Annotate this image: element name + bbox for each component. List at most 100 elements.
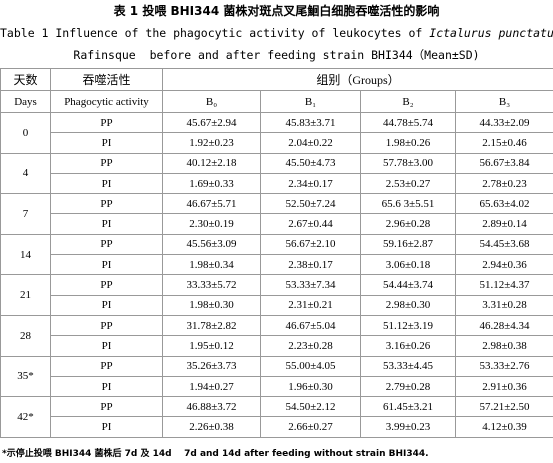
- footnote: *示停止投喂 BHI344 菌株后 7d 及 14d 7d and 14d af…: [2, 449, 429, 459]
- table-row: PI 1.98±0.34 2.38±0.17 3.06±0.18 2.94±0.36: [1, 254, 553, 276]
- table-row: 42* PP 46.88±3.72 54.50±2.12 61.45±3.21 57.21…: [0, 396, 553, 438]
- title-text: Table 1 Influence of the phagocytic acti…: [0, 26, 430, 40]
- header-cell: 吞噬活性: [50, 68, 163, 91]
- value-cell: 1.98±0.30: [162, 294, 261, 316]
- value-cell: 1.92±0.23: [162, 132, 261, 154]
- table-row: PI 1.95±0.12 2.23±0.28 3.16±0.26 2.98±0.38: [1, 335, 553, 357]
- activity-cell: PI: [50, 335, 163, 357]
- value-cell: 55.00±4.05: [260, 355, 361, 377]
- value-cell: 65.63±4.02: [454, 193, 553, 215]
- value-cell: 53.33±2.76: [454, 355, 553, 377]
- value-cell: 65.6 3±5.51: [360, 193, 456, 215]
- value-cell: 1.95±0.12: [162, 335, 261, 357]
- value-cell: 3.99±0.23: [360, 416, 456, 438]
- value-cell: 2.53±0.27: [360, 172, 456, 195]
- table-row: 28 PP 31.78±2.82 46.67±5.04 51.12±3.19 46.28±…: [0, 314, 553, 357]
- value-cell: 54.45±3.68: [454, 233, 553, 256]
- header-cell: B₀: [162, 90, 261, 113]
- value-cell: 51.12±3.19: [360, 314, 456, 337]
- value-cell: 2.66±0.27: [260, 416, 361, 438]
- value-cell: 45.56±3.09: [162, 233, 261, 256]
- value-cell: 2.30±0.19: [162, 213, 261, 235]
- activity-cell: PP: [50, 152, 163, 174]
- activity-cell: PI: [50, 416, 163, 438]
- value-cell: 2.31±0.21: [260, 294, 361, 316]
- activity-cell: PP: [50, 111, 163, 134]
- day-cell: 21: [0, 274, 51, 316]
- value-cell: 53.33±4.45: [360, 355, 456, 377]
- value-cell: 4.12±0.39: [454, 416, 553, 438]
- day-cell: 7: [0, 193, 51, 235]
- activity-cell: PI: [50, 375, 163, 398]
- value-cell: 31.78±2.82: [162, 314, 261, 337]
- day-cell: 42*: [0, 396, 51, 438]
- value-cell: 1.69±0.33: [162, 172, 261, 195]
- value-cell: 57.21±2.50: [454, 396, 553, 418]
- title-species: Ictalurus punctatus: [429, 26, 553, 40]
- value-cell: 56.67±3.84: [454, 152, 553, 174]
- table-row: PI 2.30±0.19 2.67±0.44 2.96±0.28 2.89±0.14: [1, 213, 553, 235]
- activity-cell: PP: [50, 396, 163, 418]
- value-cell: 1.94±0.27: [162, 375, 261, 398]
- header-cell: 组别（Groups）: [161, 68, 553, 91]
- value-cell: 1.98±0.34: [162, 254, 261, 276]
- value-cell: 2.23±0.28: [260, 335, 361, 357]
- header-cell: Phagocytic activity: [50, 90, 163, 113]
- value-cell: 53.33±7.34: [260, 274, 361, 296]
- value-cell: 3.31±0.28: [454, 294, 553, 316]
- value-cell: 45.83±3.71: [260, 111, 361, 134]
- table-row: PI 1.92±0.23 2.04±0.22 1.98±0.26 2.15±0.46: [1, 132, 553, 154]
- activity-cell: PI: [50, 254, 163, 276]
- activity-cell: PP: [50, 233, 163, 256]
- value-cell: 3.16±0.26: [360, 335, 456, 357]
- data-table: 天数 吞噬活性 组别（Groups） Days Phagocytic activ…: [0, 68, 553, 438]
- value-cell: 51.12±4.37: [454, 274, 553, 296]
- value-cell: 2.34±0.17: [260, 172, 361, 195]
- header-cell: Days: [0, 90, 51, 113]
- value-cell: 46.67±5.04: [260, 314, 361, 337]
- table-row: PI 1.94±0.27 1.96±0.30 2.79±0.28 2.91±0.36: [1, 375, 553, 398]
- value-cell: 56.67±2.10: [260, 233, 361, 256]
- value-cell: 2.15±0.46: [454, 132, 553, 154]
- value-cell: 33.33±5.72: [162, 274, 261, 296]
- title-line: Table 1 Influence of the phagocytic acti…: [0, 22, 553, 44]
- value-cell: 54.44±3.74: [360, 274, 456, 296]
- table-row: 4 PP 40.12±2.18 45.50±4.73 57.78±3.00 56.67±3…: [0, 152, 553, 195]
- value-cell: 2.38±0.17: [260, 254, 361, 276]
- header-cell: B₂: [360, 90, 456, 113]
- header-row: Days Phagocytic activity B₀ B₁ B₂ B₃: [0, 90, 553, 113]
- day-cell: 0: [0, 112, 51, 154]
- day-cell: 14: [0, 233, 51, 276]
- header-cell: 天数: [0, 68, 51, 91]
- table-row: 21 PP 33.33±5.72 53.33±7.34 54.44±3.74 51.12±…: [0, 274, 553, 316]
- value-cell: 1.98±0.26: [360, 132, 456, 154]
- value-cell: 1.96±0.30: [260, 375, 361, 398]
- activity-cell: PP: [50, 314, 163, 337]
- table-row: 7 PP 46.67±5.71 52.50±7.24 65.6 3±5.51 65.63±…: [0, 193, 553, 235]
- activity-cell: PP: [50, 274, 163, 296]
- value-cell: 46.88±3.72: [162, 396, 261, 418]
- value-cell: 46.67±5.71: [162, 193, 261, 215]
- value-cell: 61.45±3.21: [360, 396, 456, 418]
- activity-cell: PP: [50, 193, 163, 215]
- value-cell: 2.26±0.38: [162, 416, 261, 438]
- activity-cell: PI: [50, 213, 163, 235]
- value-cell: 44.33±2.09: [454, 111, 553, 134]
- value-cell: 46.28±4.34: [454, 314, 553, 337]
- activity-cell: PP: [50, 355, 163, 377]
- value-cell: 59.16±2.87: [360, 233, 456, 256]
- header-cell: B₃: [454, 90, 553, 113]
- value-cell: 44.78±5.74: [360, 111, 456, 134]
- value-cell: 35.26±3.73: [162, 355, 261, 377]
- value-cell: 2.78±0.23: [454, 172, 553, 195]
- table-row: 14 PP 45.56±3.09 56.67±2.10 59.16±2.87 54.45±…: [0, 233, 553, 276]
- table-row: PI 1.69±0.33 2.34±0.17 2.53±0.27 2.78±0.23: [1, 172, 553, 195]
- value-cell: 2.67±0.44: [260, 213, 361, 235]
- value-cell: 2.04±0.22: [260, 132, 361, 154]
- value-cell: 2.98±0.30: [360, 294, 456, 316]
- value-cell: 52.50±7.24: [260, 193, 361, 215]
- value-cell: 45.67±2.94: [162, 111, 261, 134]
- title-line: 表 1 投喂 BHI344 菌株对斑点叉尾鮰白细胞吞噬活性的影响: [113, 4, 440, 18]
- activity-cell: PI: [50, 294, 163, 316]
